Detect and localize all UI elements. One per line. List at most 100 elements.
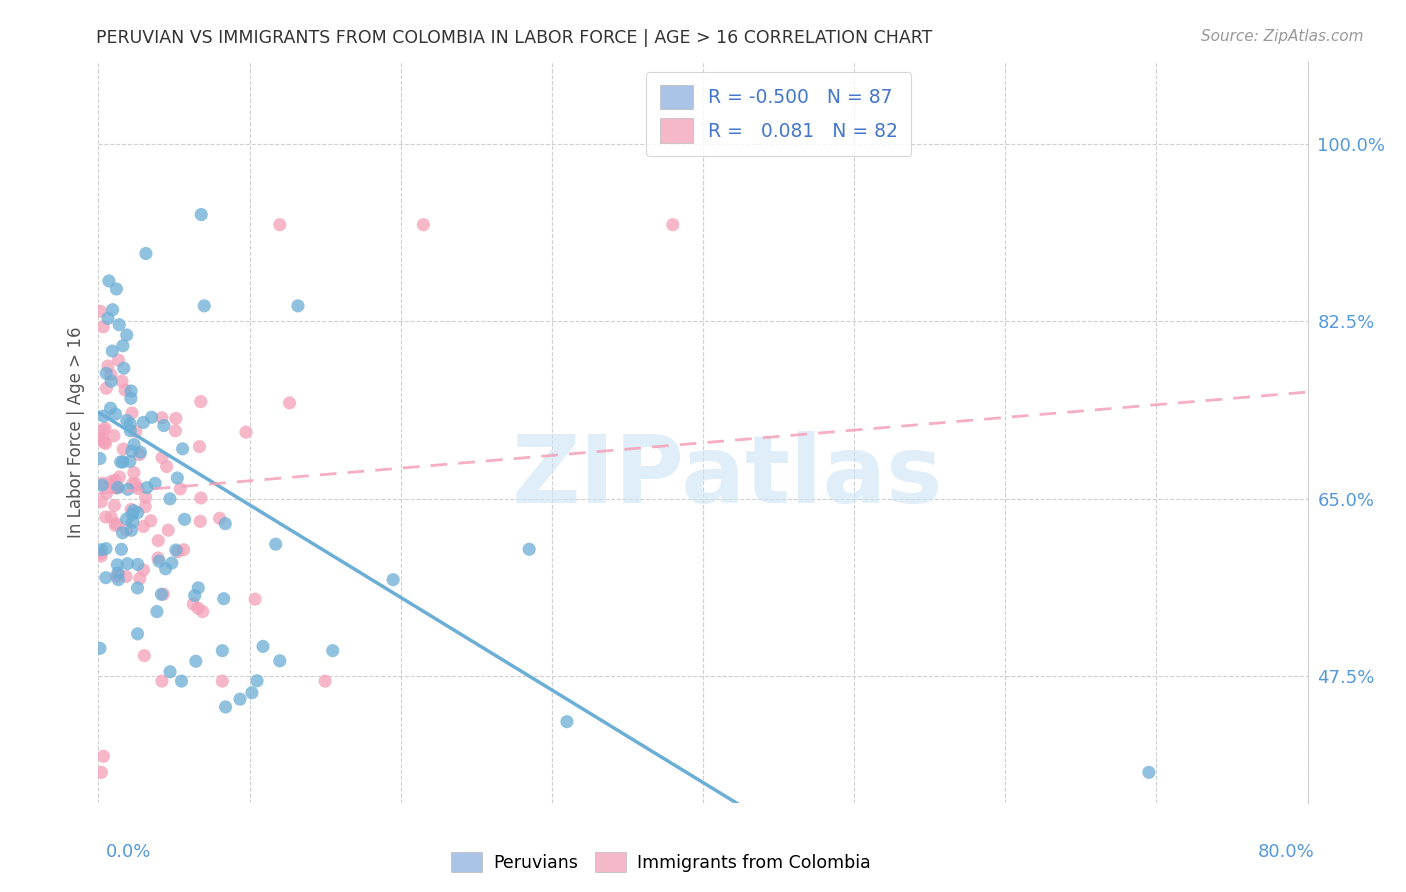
Point: [269, 654, 291, 668]
Point: [90, 542, 112, 557]
Point: [115, 328, 138, 343]
Point: [91, 432, 114, 446]
Legend: Peruvians, Immigrants from Colombia: Peruvians, Immigrants from Colombia: [444, 845, 877, 879]
Point: [110, 455, 132, 469]
Point: [264, 537, 287, 551]
Point: [150, 410, 173, 425]
Point: [190, 394, 212, 409]
Point: [190, 208, 212, 222]
Point: [111, 374, 134, 388]
Point: [156, 459, 179, 474]
Point: [132, 519, 155, 533]
Point: [120, 424, 142, 438]
Point: [193, 299, 215, 313]
Point: [112, 455, 135, 469]
Point: [150, 674, 173, 689]
Point: [243, 592, 266, 607]
Point: [101, 344, 124, 359]
Point: [120, 523, 142, 537]
Point: [107, 568, 129, 582]
Point: [127, 627, 149, 641]
Point: [135, 246, 157, 260]
Point: [190, 491, 212, 505]
Point: [136, 481, 159, 495]
Point: [212, 591, 235, 606]
Point: [1137, 765, 1160, 780]
Point: [159, 491, 181, 506]
Point: [146, 551, 169, 566]
Point: [104, 407, 127, 421]
Point: [117, 557, 139, 571]
Point: [100, 374, 122, 388]
Point: [93, 435, 115, 450]
Point: [166, 471, 188, 485]
Point: [173, 512, 195, 526]
Point: [120, 502, 142, 516]
Point: [132, 563, 155, 577]
Point: [211, 643, 233, 657]
Point: [115, 413, 138, 427]
Point: [121, 508, 143, 522]
Point: [128, 572, 150, 586]
Point: [122, 437, 145, 451]
Point: [129, 445, 152, 459]
Point: [96, 367, 118, 381]
Text: ZIPatlas: ZIPatlas: [512, 431, 943, 523]
Point: [170, 674, 193, 689]
Point: [134, 648, 156, 663]
Point: [555, 714, 578, 729]
Point: [235, 425, 257, 440]
Point: [661, 218, 683, 232]
Point: [115, 512, 138, 526]
Point: [135, 491, 157, 505]
Point: [188, 514, 211, 528]
Point: [157, 523, 180, 537]
Point: [152, 418, 174, 433]
Point: [181, 597, 204, 611]
Point: [134, 500, 156, 514]
Point: [105, 569, 128, 583]
Legend: R = -0.500   N = 87, R =   0.081   N = 82: R = -0.500 N = 87, R = 0.081 N = 82: [647, 72, 911, 155]
Point: [314, 674, 336, 689]
Point: [160, 556, 183, 570]
Point: [127, 506, 149, 520]
Point: [94, 541, 117, 556]
Text: 0.0%: 0.0%: [105, 843, 150, 861]
Point: [122, 503, 145, 517]
Point: [121, 406, 143, 420]
Point: [211, 674, 233, 689]
Point: [252, 640, 274, 654]
Point: [184, 654, 207, 668]
Point: [97, 274, 120, 288]
Point: [112, 442, 135, 456]
Point: [121, 476, 143, 491]
Point: [128, 448, 150, 462]
Point: [165, 411, 187, 425]
Point: [94, 510, 117, 524]
Point: [115, 523, 138, 537]
Point: [240, 686, 263, 700]
Point: [105, 516, 128, 531]
Point: [114, 383, 136, 397]
Point: [208, 511, 231, 525]
Point: [139, 514, 162, 528]
Y-axis label: In Labor Force | Age > 16: In Labor Force | Age > 16: [66, 326, 84, 539]
Point: [191, 605, 214, 619]
Point: [105, 481, 128, 495]
Point: [173, 542, 195, 557]
Point: [91, 319, 114, 334]
Point: [94, 436, 117, 450]
Point: [165, 424, 187, 438]
Point: [183, 589, 205, 603]
Point: [159, 665, 181, 679]
Point: [100, 368, 122, 382]
Point: [155, 562, 177, 576]
Point: [120, 417, 142, 431]
Point: [107, 566, 129, 580]
Point: [152, 587, 174, 601]
Point: [89, 432, 111, 446]
Point: [120, 384, 142, 398]
Point: [97, 311, 120, 326]
Point: [100, 475, 122, 489]
Point: [188, 440, 211, 454]
